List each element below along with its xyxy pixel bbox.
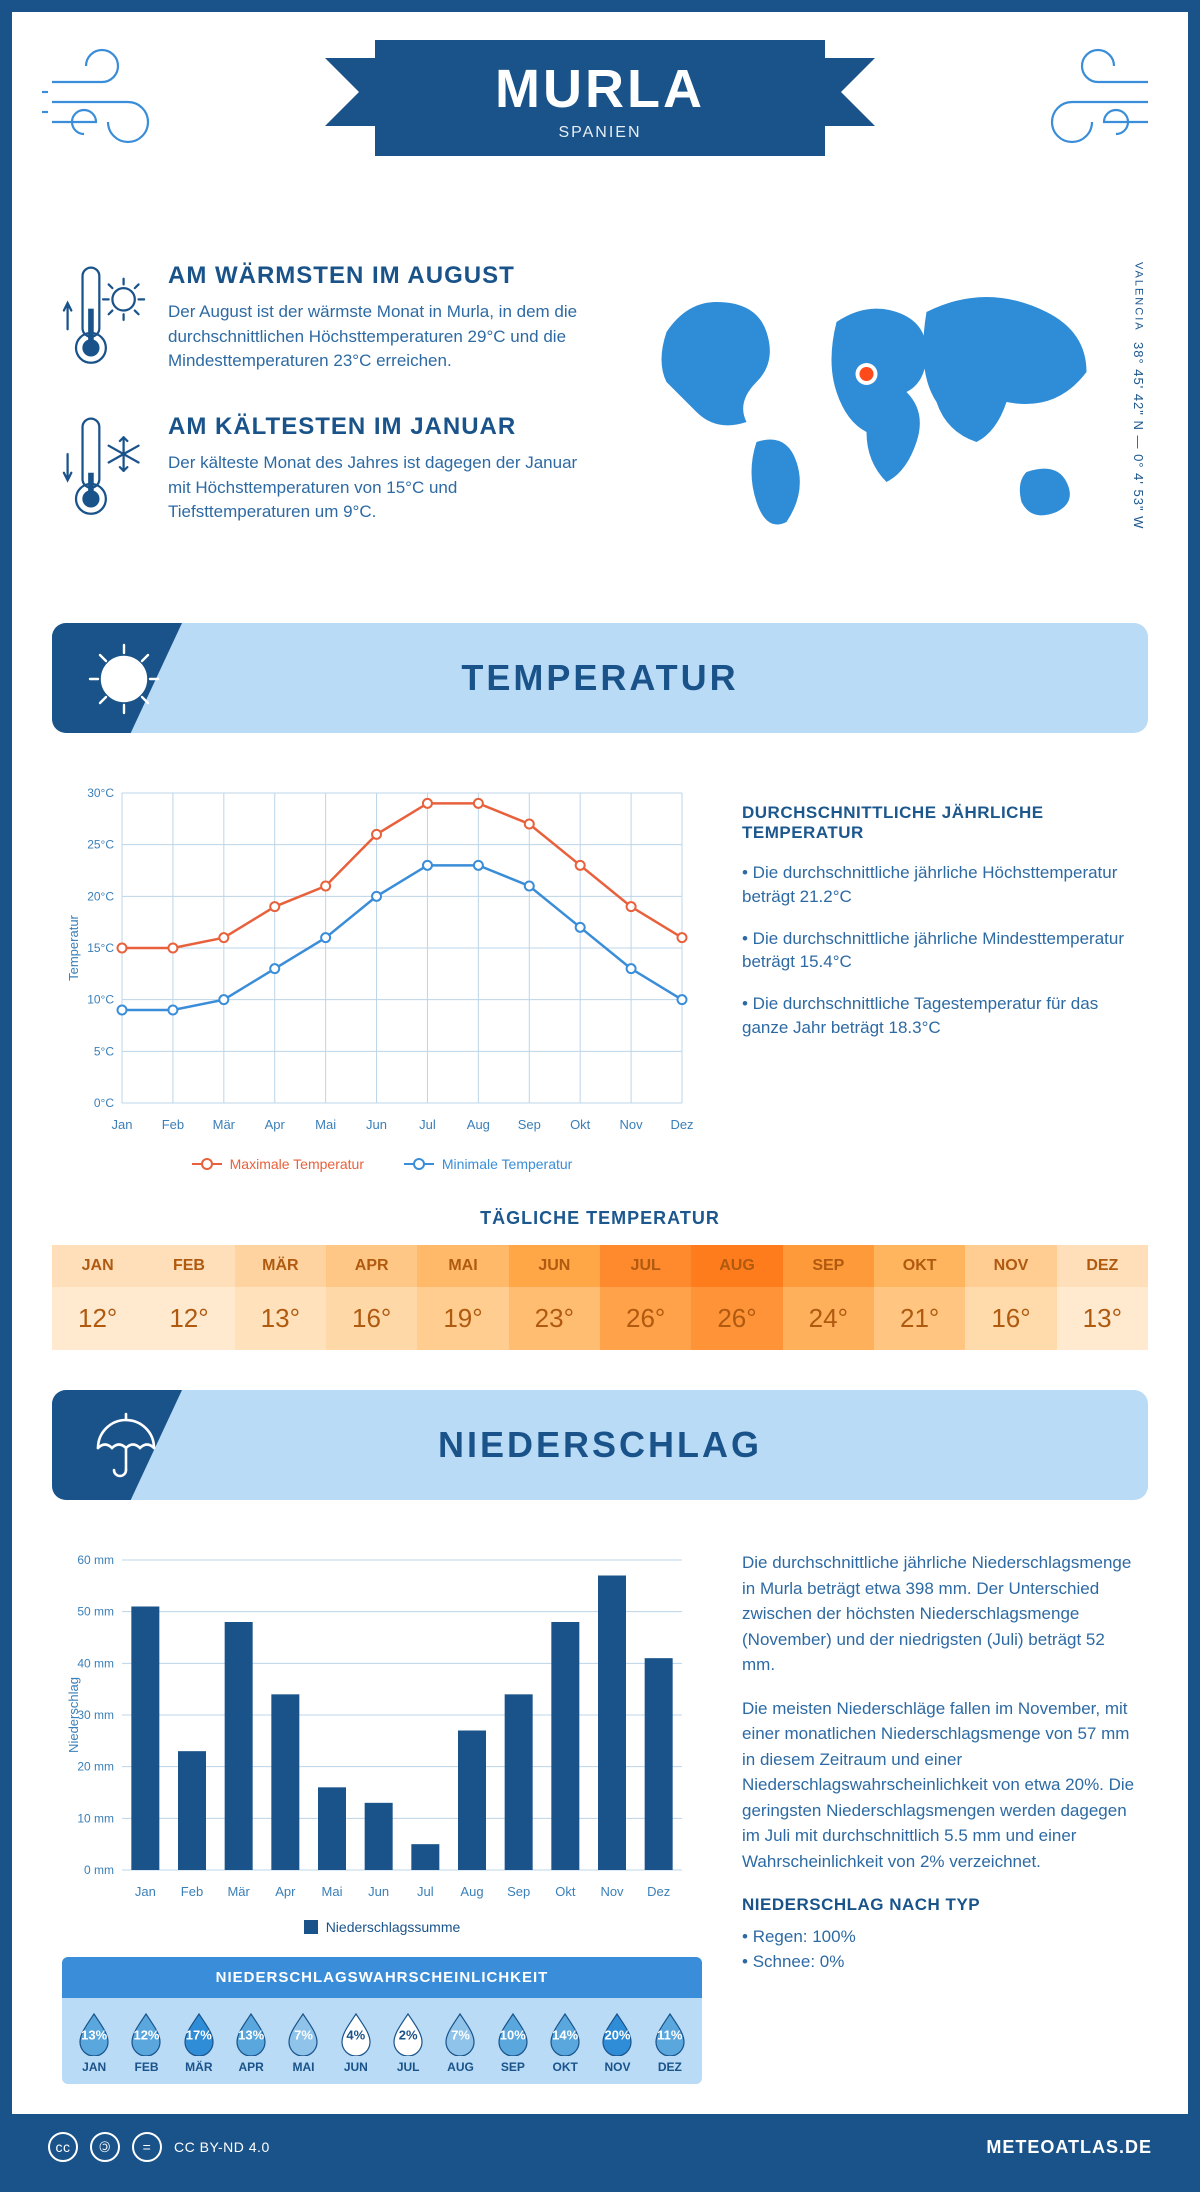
svg-text:60 mm: 60 mm (77, 1553, 114, 1567)
svg-text:30°C: 30°C (87, 786, 114, 800)
svg-text:5°C: 5°C (94, 1044, 114, 1058)
world-map: VALENCIA 38° 45' 42" N — 0° 4' 53" W (615, 262, 1138, 567)
svg-text:Sep: Sep (518, 1117, 541, 1132)
footer: cc 🄯 = CC BY-ND 4.0 METEOATLAS.DE (12, 2114, 1188, 2180)
title-ribbon: MURLA SPANIEN (375, 40, 825, 156)
svg-text:Dez: Dez (647, 1884, 670, 1899)
city-title: MURLA (495, 58, 705, 120)
precip-banner: NIEDERSCHLAG (52, 1390, 1148, 1500)
temp-bullet: • Die durchschnittliche Tagestemperatur … (742, 992, 1138, 1040)
daily-temp-cell: FEB12° (143, 1245, 234, 1350)
license-label: CC BY-ND 4.0 (174, 2139, 270, 2155)
svg-text:0°C: 0°C (94, 1096, 114, 1110)
svg-text:Apr: Apr (265, 1117, 286, 1132)
daily-temp-cell: JUL26° (600, 1245, 691, 1350)
thermometer-cold-icon (62, 413, 146, 530)
temperature-info: DURCHSCHNITTLICHE JÄHRLICHE TEMPERATUR •… (742, 783, 1138, 1172)
wind-icon (42, 42, 172, 157)
svg-text:Aug: Aug (460, 1884, 483, 1899)
prob-cell: 13% JAN (68, 2012, 120, 2074)
prob-cell: 20% NOV (591, 2012, 643, 2074)
daily-temp-table: JAN12°FEB12°MÄR13°APR16°MAI19°JUN23°JUL2… (52, 1245, 1148, 1350)
svg-text:10 mm: 10 mm (77, 1811, 114, 1825)
svg-text:Mär: Mär (227, 1884, 250, 1899)
daily-temp-cell: MAI19° (417, 1245, 508, 1350)
precip-bar-chart: 0 mm 10 mm 20 mm 30 mm 40 mm 50 mm 60 mm Jan Feb… (62, 1550, 702, 1937)
daily-temp-cell: APR16° (326, 1245, 417, 1350)
umbrella-icon (86, 1408, 162, 1489)
svg-text:Dez: Dez (670, 1117, 693, 1132)
svg-text:Jun: Jun (368, 1884, 389, 1899)
daily-temp-heading: TÄGLICHE TEMPERATUR (12, 1208, 1188, 1229)
svg-text:Jan: Jan (135, 1884, 156, 1899)
svg-text:0 mm: 0 mm (84, 1863, 114, 1877)
svg-text:20 mm: 20 mm (77, 1760, 114, 1774)
svg-text:Okt: Okt (570, 1117, 591, 1132)
svg-text:Temperatur: Temperatur (66, 914, 81, 980)
daily-temp-cell: MÄR13° (235, 1245, 326, 1350)
gps-coords: VALENCIA 38° 45' 42" N — 0° 4' 53" W (1131, 262, 1146, 562)
prob-cell: 12% FEB (120, 2012, 172, 2074)
svg-text:Feb: Feb (181, 1884, 203, 1899)
coldest-body: Der kälteste Monat des Jahres ist dagege… (168, 451, 585, 525)
wind-icon (1028, 42, 1158, 157)
svg-text:Jun: Jun (366, 1117, 387, 1132)
svg-text:Okt: Okt (555, 1884, 576, 1899)
daily-temp-cell: DEZ13° (1057, 1245, 1148, 1350)
svg-text:30 mm: 30 mm (77, 1708, 114, 1722)
coldest-title: AM KÄLTESTEN IM JANUAR (168, 413, 585, 441)
prob-cell: 4% JUN (330, 2012, 382, 2074)
prob-cell: 14% OKT (539, 2012, 591, 2074)
prob-cell: 7% MAI (277, 2012, 329, 2074)
temp-bullet: • Die durchschnittliche jährliche Höchst… (742, 861, 1138, 909)
daily-temp-cell: JUN23° (509, 1245, 600, 1350)
nd-icon: = (132, 2132, 162, 2162)
header: MURLA SPANIEN (12, 12, 1188, 242)
temperature-line-chart: 0°C 5°C 10°C 15°C 20°C 25°C 30°C Jan Feb Mär Apr Ma… (62, 783, 702, 1172)
daily-temp-cell: OKT21° (874, 1245, 965, 1350)
svg-text:Feb: Feb (162, 1117, 184, 1132)
svg-text:Apr: Apr (275, 1884, 296, 1899)
prob-cell: 11% DEZ (644, 2012, 696, 2074)
by-icon: 🄯 (90, 2132, 120, 2162)
svg-text:15°C: 15°C (87, 941, 114, 955)
svg-text:40 mm: 40 mm (77, 1656, 114, 1670)
svg-text:10°C: 10°C (87, 993, 114, 1007)
precip-text: Die durchschnittliche jährliche Niedersc… (742, 1550, 1138, 2084)
daily-temp-cell: JAN12° (52, 1245, 143, 1350)
warmest-highlight: AM WÄRMSTEN IM AUGUST Der August ist der… (62, 262, 585, 379)
svg-text:20°C: 20°C (87, 889, 114, 903)
daily-temp-cell: AUG26° (691, 1245, 782, 1350)
svg-text:50 mm: 50 mm (77, 1605, 114, 1619)
svg-text:Jul: Jul (417, 1884, 434, 1899)
svg-text:25°C: 25°C (87, 838, 114, 852)
prob-cell: 7% AUG (434, 2012, 486, 2074)
daily-temp-cell: SEP24° (783, 1245, 874, 1350)
prob-cell: 13% APR (225, 2012, 277, 2074)
daily-temp-cell: NOV16° (965, 1245, 1056, 1350)
svg-text:Mai: Mai (315, 1117, 336, 1132)
thermometer-warm-icon (62, 262, 146, 379)
svg-text:Aug: Aug (467, 1117, 490, 1132)
precip-probability-table: NIEDERSCHLAGSWAHRSCHEINLICHKEIT 13% JAN … (62, 1957, 702, 2084)
cc-icon: cc (48, 2132, 78, 2162)
svg-text:Sep: Sep (507, 1884, 530, 1899)
svg-text:Nov: Nov (600, 1884, 624, 1899)
prob-cell: 17% MÄR (173, 2012, 225, 2074)
warmest-body: Der August ist der wärmste Monat in Murl… (168, 300, 585, 374)
svg-text:Mai: Mai (322, 1884, 343, 1899)
prob-cell: 2% JUL (382, 2012, 434, 2074)
svg-text:Jul: Jul (419, 1117, 436, 1132)
prob-cell: 10% SEP (487, 2012, 539, 2074)
sun-icon (86, 641, 162, 722)
temperature-banner: TEMPERATUR (52, 623, 1148, 733)
country-subtitle: SPANIEN (495, 124, 705, 142)
svg-text:Nov: Nov (620, 1117, 644, 1132)
coldest-highlight: AM KÄLTESTEN IM JANUAR Der kälteste Mona… (62, 413, 585, 530)
svg-text:Niederschlag: Niederschlag (66, 1677, 81, 1753)
temp-bullet: • Die durchschnittliche jährliche Mindes… (742, 927, 1138, 975)
svg-text:Mär: Mär (213, 1117, 236, 1132)
svg-text:Jan: Jan (112, 1117, 133, 1132)
warmest-title: AM WÄRMSTEN IM AUGUST (168, 262, 585, 290)
